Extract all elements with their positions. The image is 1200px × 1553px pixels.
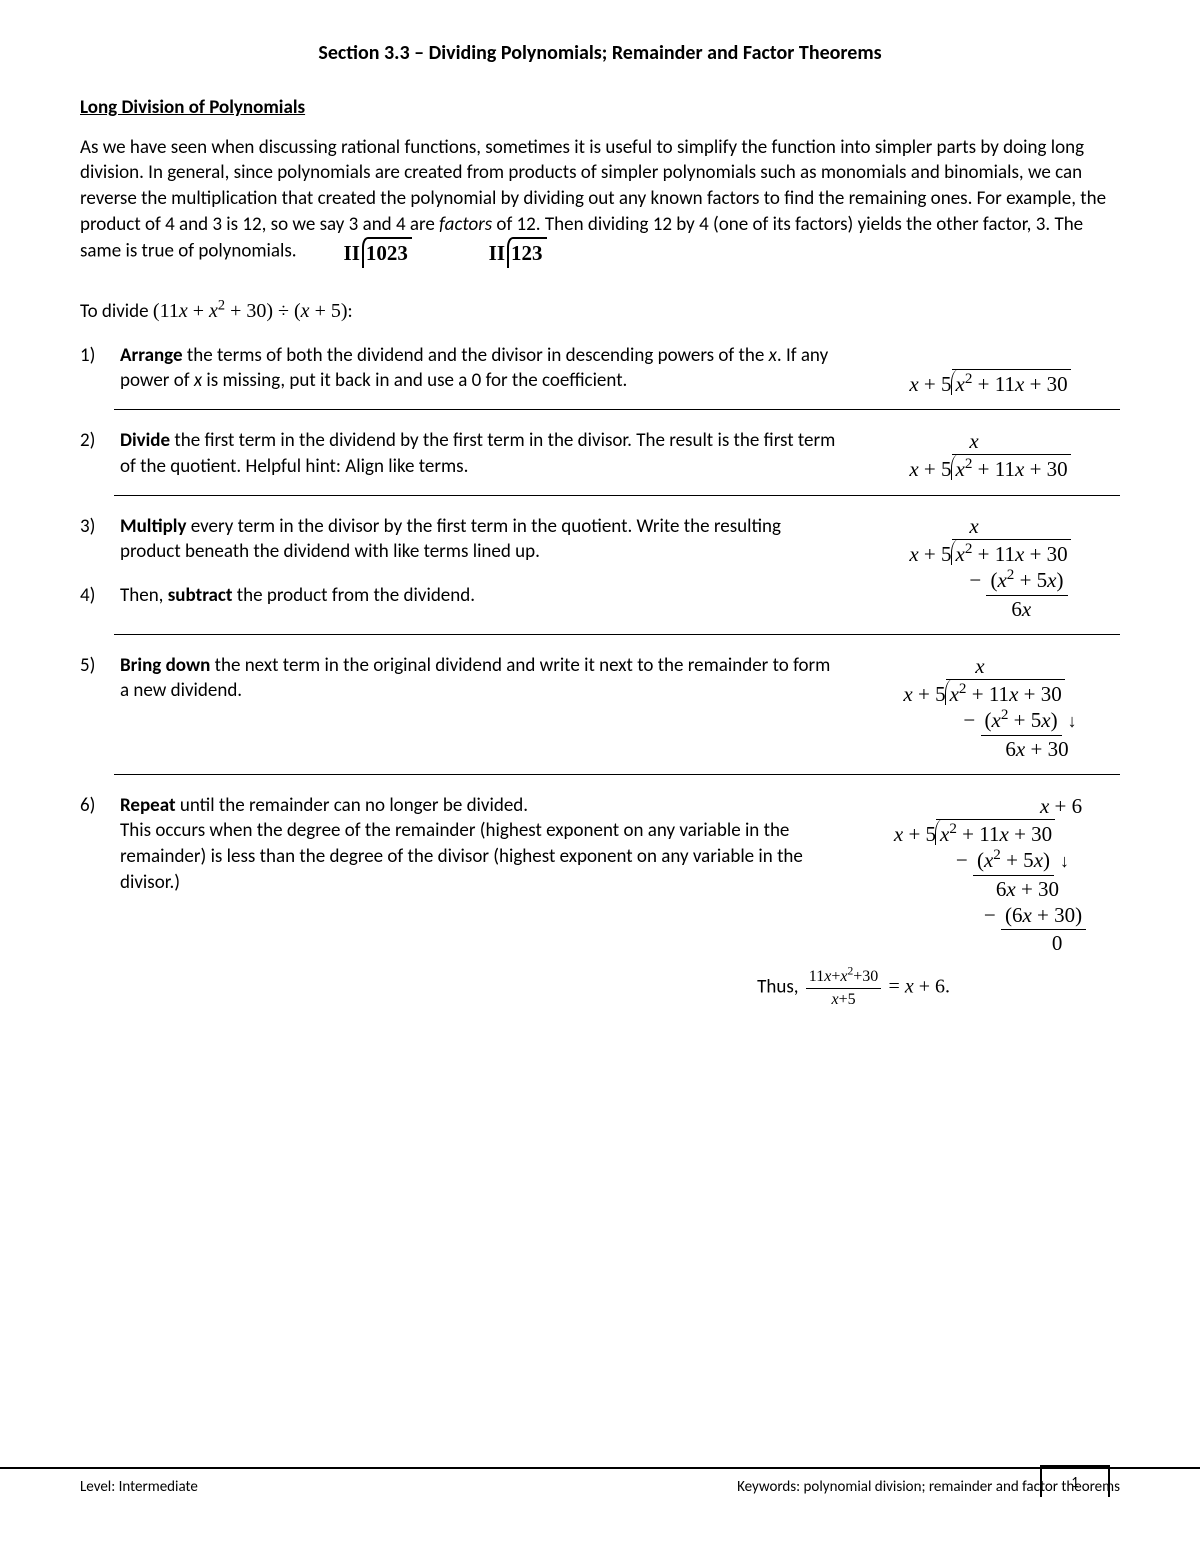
step-number: 3): [80, 514, 110, 540]
lead-sentence: To divide (11x + x2 + 30) ÷ (x + 5):: [80, 298, 1120, 325]
step-body: Divide the first term in the dividend by…: [120, 428, 850, 479]
step: 4) Then, subtract the product from the di…: [80, 583, 1120, 622]
step: 6) Repeat until the remainder can no long…: [80, 793, 1120, 957]
step-body: Multiply every term in the divisor by th…: [120, 514, 850, 565]
lead-b: :: [348, 300, 353, 323]
step-figure: x + 5x2 + 11x + 30: [860, 343, 1120, 398]
inline-div1-dividend: 1023: [362, 237, 412, 267]
step-body: Then, subtract the product from the divi…: [120, 583, 850, 609]
inline-div2-divisor: II: [489, 241, 505, 265]
inline-div1-divisor: II: [344, 241, 360, 265]
thus-line: Thus, 11x+x2+30 x+5 = x + 6.: [80, 966, 1120, 1010]
footer-level: Level: Intermediate: [80, 1477, 198, 1497]
step: 2) Divide the first term in the dividend …: [80, 428, 1120, 483]
intro-paragraph: As we have seen when discussing rational…: [80, 135, 1120, 268]
step: 1) Arrange the terms of both the dividend…: [80, 343, 1120, 398]
step-number: 4): [80, 583, 110, 609]
step-number: 2): [80, 428, 110, 454]
footer-keywords: Keywords: polynomial division; remainder…: [737, 1477, 1120, 1497]
step-figure: xx + 5x2 + 11x + 30− (x2 + 5x)↓6x + 30: [860, 653, 1120, 762]
step-number: 6): [80, 793, 110, 819]
divider: [114, 774, 1120, 775]
thus-label: Thus,: [757, 976, 803, 999]
thus-frac-den: x+5: [806, 989, 881, 1011]
intro-italic: factors: [439, 213, 492, 236]
divider: [114, 634, 1120, 635]
step-body: Arrange the terms of both the dividend a…: [120, 343, 850, 394]
divider: [114, 409, 1120, 410]
step-figure: xx + 5x2 + 11x + 30: [860, 428, 1120, 483]
thus-fraction: 11x+x2+30 x+5: [806, 966, 881, 1010]
subheading: Long Division of Polynomials: [80, 95, 1120, 121]
step: 5) Bring down the next term in the origin…: [80, 653, 1120, 762]
thus-eq: = x + 6.: [889, 976, 950, 998]
step-body: Bring down the next term in the original…: [120, 653, 850, 704]
page: Section 3.3 – Dividing Polynomials; Rema…: [0, 0, 1200, 1553]
section-title: Section 3.3 – Dividing Polynomials; Rema…: [80, 40, 1120, 67]
inline-division-2: II123: [489, 237, 547, 267]
lead-a: To divide: [80, 300, 153, 323]
inline-division-1: II1023: [344, 237, 412, 267]
inline-div2-dividend: 123: [507, 237, 547, 267]
step-figure: xx + 5x2 + 11x + 30− (x2 + 5x)6x: [860, 513, 1120, 622]
step-figure: x + 6x + 5x2 + 11x + 30− (x2 + 5x)↓6x + …: [860, 793, 1120, 957]
step-number: 1): [80, 343, 110, 369]
step-number: 5): [80, 653, 110, 679]
step-body: Repeat until the remainder can no longer…: [120, 793, 850, 896]
divider: [114, 495, 1120, 496]
steps-list: 1) Arrange the terms of both the dividend…: [80, 343, 1120, 957]
lead-expr: (11x + x2 + 30) ÷ (x + 5): [153, 300, 348, 322]
thus-frac-num: 11x+x2+30: [806, 966, 881, 989]
footer: Level: Intermediate Keywords: polynomial…: [0, 1467, 1200, 1497]
